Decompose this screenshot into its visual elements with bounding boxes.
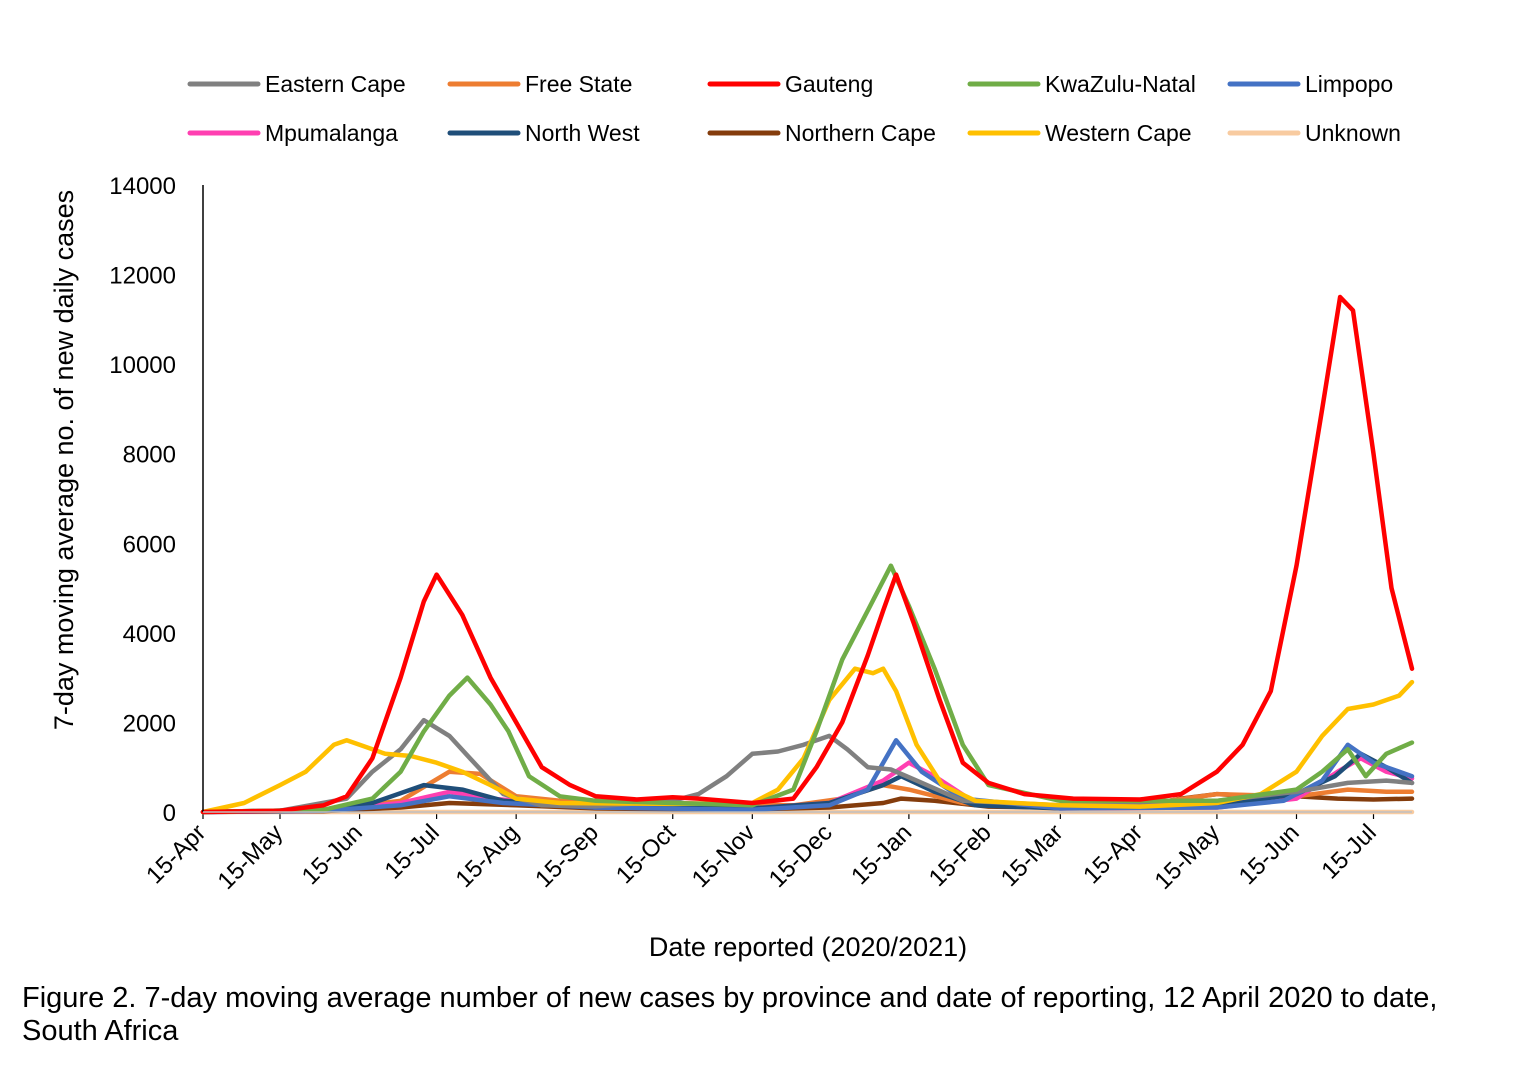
y-tick-label: 6000 xyxy=(123,531,176,558)
x-tick-label: 15-Jun xyxy=(297,819,368,890)
x-tick-label: 15-Oct xyxy=(611,819,681,889)
x-tick-label: 15-Jun xyxy=(1234,819,1305,890)
y-tick-label: 2000 xyxy=(123,710,176,737)
y-axis-title: 7-day moving average no. of new daily ca… xyxy=(49,190,79,730)
x-tick-label: 15-Dec xyxy=(764,819,838,893)
legend-label-north-west: North West xyxy=(525,120,640,146)
x-tick-label: 15-Nov xyxy=(687,819,761,893)
legend-label-mpumalanga: Mpumalanga xyxy=(265,120,398,146)
series-line-north-west xyxy=(200,751,1415,815)
x-tick-label: 15-Apr xyxy=(141,819,211,889)
x-tick-label: 15-Jul xyxy=(1316,819,1381,884)
x-axis-ticks: 15-Apr 15-May 15-Jun 15-Jul 15-Aug 15-Sep 15-O… xyxy=(141,812,1382,895)
x-tick-label: 15-Jul xyxy=(380,819,445,884)
series-line-limpopo xyxy=(200,738,1415,815)
y-axis-ticks: 0 2000 4000 6000 8000 10000 12000 14000 xyxy=(109,173,176,827)
series-line-kwazulu-natal xyxy=(200,563,1415,815)
series-line-eastern-cape xyxy=(200,717,1415,815)
y-tick-label: 4000 xyxy=(123,621,176,648)
x-tick-label: 15-Jan xyxy=(846,819,917,890)
x-axis-title: Date reported (2020/2021) xyxy=(649,932,967,962)
y-tick-label: 12000 xyxy=(109,263,176,290)
legend-label-eastern-cape: Eastern Cape xyxy=(265,71,406,97)
legend-label-limpopo: Limpopo xyxy=(1305,71,1393,97)
x-tick-label: 15-Aug xyxy=(451,819,525,893)
legend-label-free-state: Free State xyxy=(525,71,632,97)
y-tick-label: 10000 xyxy=(109,352,176,379)
chart: Eastern Cape Free State Gauteng KwaZulu-Nat… xyxy=(49,71,1415,962)
series-line-gauteng xyxy=(200,294,1415,815)
legend-label-northern-cape: Northern Cape xyxy=(785,120,936,146)
y-tick-label: 8000 xyxy=(123,442,176,469)
x-tick-label: 15-Apr xyxy=(1078,819,1148,889)
legend-label-unknown: Unknown xyxy=(1305,120,1401,146)
x-tick-label: 15-Sep xyxy=(530,819,604,893)
y-tick-label: 0 xyxy=(163,800,176,827)
legend-label-kwazulu-natal: KwaZulu-Natal xyxy=(1045,71,1196,97)
y-tick-label: 14000 xyxy=(109,173,176,200)
series-lines xyxy=(200,294,1415,815)
figure-caption: Figure 2. 7-day moving average number of… xyxy=(22,982,1438,1047)
legend-label-gauteng: Gauteng xyxy=(785,71,873,97)
x-tick-label: 15-Mar xyxy=(996,819,1069,892)
legend-label-western-cape: Western Cape xyxy=(1045,120,1192,146)
x-tick-label: 15-Feb xyxy=(924,819,997,892)
x-tick-label: 15-May xyxy=(1149,819,1225,895)
legend: Eastern Cape Free State Gauteng KwaZulu-Nat… xyxy=(187,71,1401,146)
x-tick-label: 15-May xyxy=(213,819,289,895)
series-line-western-cape xyxy=(200,666,1415,815)
